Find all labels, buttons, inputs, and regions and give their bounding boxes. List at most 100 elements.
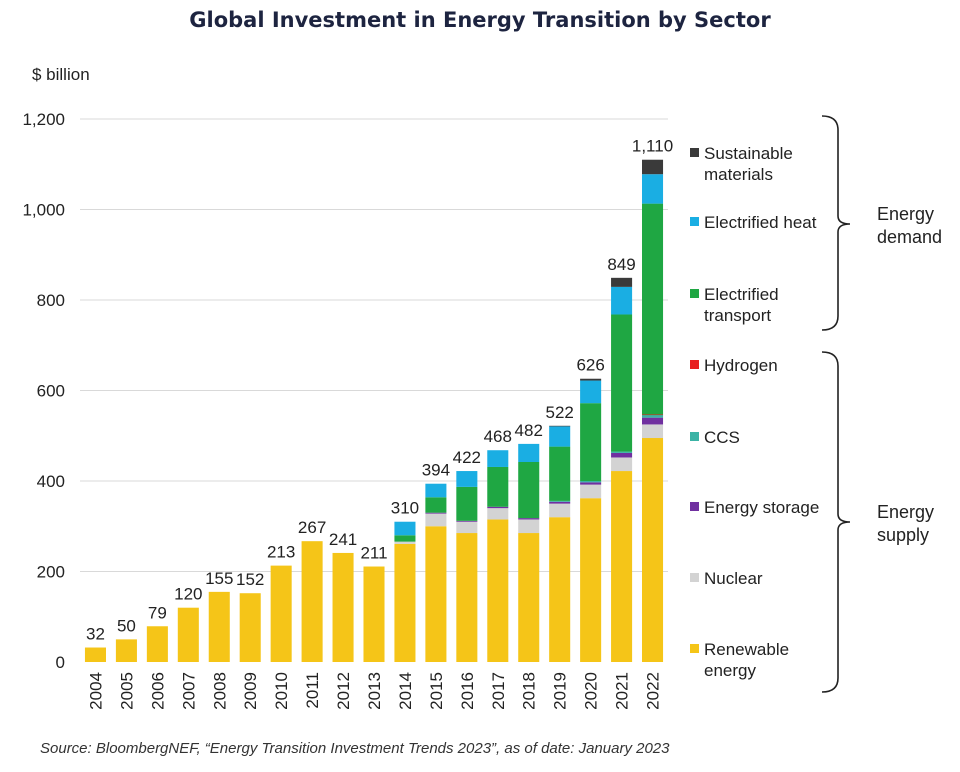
legend-label: Renewable energy (704, 640, 789, 680)
x-tick-label: 2006 (148, 672, 167, 710)
bar-segment-electrified-heat (580, 380, 602, 404)
bar-segment-energy-storage (642, 417, 664, 425)
bar-total-label: 32 (86, 625, 105, 644)
legend-swatch (690, 148, 699, 157)
y-tick-label: 600 (37, 382, 65, 401)
legend-label: CCS (704, 428, 740, 447)
bar-segment-electrified-transport (394, 535, 416, 542)
x-tick-label: 2013 (365, 672, 384, 710)
bar-segment-sustainable-materials (549, 425, 571, 427)
x-tick-label: 2015 (427, 672, 446, 710)
bar-segment-renewable-energy (208, 591, 230, 662)
bar-segment-nuclear (425, 513, 447, 527)
legend-label: Hydrogen (704, 356, 778, 375)
bar-segment-ccs (580, 481, 602, 483)
bar-segment-energy-storage (456, 520, 478, 522)
bar-segment-sustainable-materials (611, 277, 633, 287)
y-tick-label: 400 (37, 472, 65, 491)
bar-segment-electrified-heat (425, 483, 447, 498)
gridlines (80, 118, 668, 572)
bar-segment-electrified-transport (518, 461, 540, 519)
bar-segment-nuclear (642, 424, 664, 439)
bar-segment-electrified-transport (456, 486, 478, 521)
x-tick-label: 2021 (613, 672, 632, 710)
y-tick-label: 200 (37, 563, 65, 582)
legend-group-label: Energy supply (877, 502, 934, 545)
bar-segment-sustainable-materials (580, 378, 602, 381)
bar-segment-electrified-heat (549, 426, 571, 447)
bar-total-label: 849 (607, 255, 635, 274)
bar-total-label: 468 (484, 427, 512, 446)
bar-total-label: 267 (298, 518, 326, 537)
bar-segment-nuclear (456, 521, 478, 534)
x-tick-label: 2012 (334, 672, 353, 710)
bar-segment-renewable-energy (580, 498, 602, 662)
bar-segment-energy-storage (487, 506, 509, 509)
bar-segment-electrified-heat (394, 521, 416, 536)
x-tick-label: 2016 (458, 672, 477, 710)
x-tick-label: 2019 (551, 672, 570, 710)
legend-label: Electrified heat (704, 213, 817, 232)
bar-total-label: 155 (205, 569, 233, 588)
bar-total-label: 211 (360, 544, 387, 563)
legend-swatch (690, 573, 699, 582)
bar-segment-energy-storage (425, 512, 447, 514)
bar-segment-electrified-heat (611, 286, 633, 315)
legend-label: Sustainable materials (704, 144, 793, 184)
bar-total-label: 522 (545, 403, 573, 422)
axes: $ billion 0 200 400 600 800 1,000 1,200 2004 2005… (22, 65, 662, 710)
bar-segment-nuclear (394, 541, 416, 544)
x-tick-label: 2017 (489, 672, 508, 710)
legend-group-brace (821, 351, 851, 693)
bar-segment-renewable-energy (239, 593, 261, 662)
y-axis-label: $ billion (32, 65, 90, 84)
bar-total-label: 626 (576, 356, 604, 375)
bar-segment-renewable-energy (642, 438, 664, 662)
bar-total-label: 120 (174, 585, 202, 604)
legend-group-brace (821, 115, 851, 331)
bars (84, 159, 664, 662)
legend-swatch (690, 502, 699, 511)
bar-segment-energy-storage (580, 482, 602, 485)
bar-total-label: 482 (515, 421, 543, 440)
bar-segment-renewable-energy (425, 526, 447, 662)
source-note: Source: BloombergNEF, “Energy Transition… (40, 740, 670, 757)
y-tick-label: 0 (56, 653, 65, 672)
bar-total-label: 422 (453, 448, 481, 467)
bar-segment-renewable-energy (518, 533, 540, 662)
bar-segment-renewable-energy (394, 543, 416, 662)
bar-total-label: 152 (236, 570, 264, 589)
bar-segment-nuclear (487, 508, 509, 520)
legend-swatch (690, 360, 699, 369)
x-tick-label: 2009 (241, 672, 260, 710)
y-tick-label: 800 (37, 291, 65, 310)
legend-group-label: Energy demand (877, 204, 942, 247)
legend-swatch (690, 432, 699, 441)
bar-total-label: 79 (148, 603, 167, 622)
legend-swatch (690, 217, 699, 226)
bar-segment-renewable-energy (487, 519, 509, 662)
bar-segment-renewable-energy (177, 607, 199, 662)
bar-segment-sustainable-materials (642, 159, 664, 175)
x-tick-label: 2014 (396, 672, 415, 710)
x-tick-label: 2010 (272, 672, 291, 710)
bar-segment-hydrogen (642, 414, 664, 416)
legend-swatch (690, 289, 699, 298)
legend-label: Electrified transport (704, 285, 779, 325)
x-tick-label: 2008 (210, 672, 229, 710)
bar-segment-nuclear (611, 457, 633, 472)
x-tick-label: 2005 (117, 672, 136, 710)
bar-segment-renewable-energy (332, 552, 354, 662)
bar-segment-ccs (549, 500, 571, 502)
x-tick-label: 2018 (520, 672, 539, 710)
x-tick-label: 2011 (303, 672, 322, 709)
x-tick-label: 2022 (644, 672, 663, 710)
legend-label: Energy storage (704, 498, 819, 517)
x-tick-label: 2007 (179, 672, 198, 710)
chart-title: Global Investment in Energy Transition b… (189, 8, 771, 32)
bar-segment-electrified-heat (456, 471, 478, 487)
bar-segment-renewable-energy (301, 541, 323, 662)
bar-segment-electrified-transport (487, 466, 509, 507)
